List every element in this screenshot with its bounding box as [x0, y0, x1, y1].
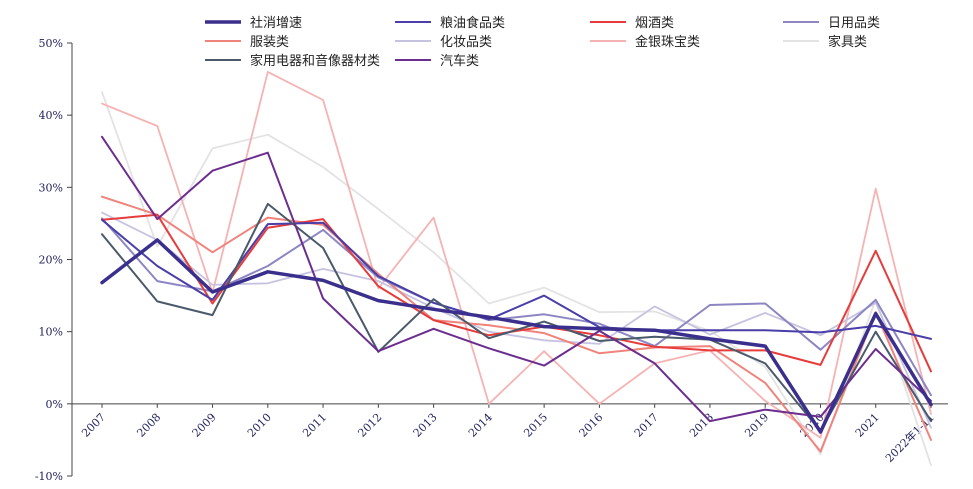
legend-label: 化妆品类	[440, 35, 492, 50]
series-line-1	[101, 218, 932, 340]
legend-label: 粮油食品类	[440, 15, 505, 31]
x-tick-label: 2013	[411, 411, 440, 440]
legend-item: 汽车类	[395, 53, 479, 69]
legend-label: 家具类	[828, 34, 867, 50]
series-line-3	[101, 217, 932, 397]
series-line-6	[101, 71, 932, 439]
legend-item: 烟酒类	[590, 16, 674, 31]
y-tick-label: 0%	[46, 398, 63, 411]
series-line-2	[101, 213, 932, 373]
series-line-9	[101, 135, 932, 423]
y-tick-label: 50%	[39, 37, 63, 50]
y-tick-label: -10%	[35, 470, 63, 483]
legend-label: 日用品类	[828, 16, 880, 31]
legend-item: 家用电器和音像器材类	[205, 53, 380, 69]
x-tick-label: 2017	[632, 411, 661, 440]
x-tick-label: 2016	[577, 411, 606, 440]
x-tick-label: 2008	[134, 411, 163, 440]
x-tick-label: 2019	[742, 411, 771, 440]
x-tick-label: 2011	[300, 411, 329, 440]
x-tick-label: 2015	[521, 411, 550, 440]
legend-item: 服装类	[205, 35, 289, 50]
y-axis: 50% 40% 30% 20% 10% 0% -10%	[35, 37, 73, 483]
x-tick-label: 2021	[853, 411, 882, 440]
y-tick-label: 40%	[39, 109, 63, 122]
x-tick-label: 2009	[190, 411, 219, 440]
legend-label: 金银珠宝类	[635, 34, 700, 50]
x-tick-label: 2014	[466, 411, 495, 440]
legend-item: 化妆品类	[395, 35, 492, 50]
legend-label: 社消增速	[250, 15, 302, 31]
y-tick-label: 30%	[39, 181, 63, 194]
legend-label: 烟酒类	[635, 16, 674, 31]
series-line-0	[100, 238, 933, 434]
series-line-8	[101, 202, 932, 433]
legend-label: 汽车类	[440, 53, 479, 69]
x-tick-label: 2012	[355, 411, 384, 440]
plot-area	[100, 71, 933, 467]
legend-item: 社消增速	[205, 15, 302, 31]
legend-item: 粮油食品类	[395, 15, 505, 31]
legend-item: 日用品类	[783, 16, 880, 31]
legend-label: 家用电器和音像器材类	[250, 53, 380, 69]
legend-label: 服装类	[250, 35, 289, 50]
x-tick-label: 2010	[245, 411, 274, 440]
legend-item: 家具类	[783, 34, 867, 50]
x-tick-label: 2018	[687, 411, 716, 440]
y-tick-label: 10%	[39, 326, 63, 339]
y-tick-label: 20%	[39, 254, 63, 267]
x-tick-label: 2007	[79, 411, 108, 440]
series-line-7	[101, 91, 932, 467]
legend-item: 金银珠宝类	[590, 34, 700, 50]
series-line-5	[101, 211, 932, 429]
